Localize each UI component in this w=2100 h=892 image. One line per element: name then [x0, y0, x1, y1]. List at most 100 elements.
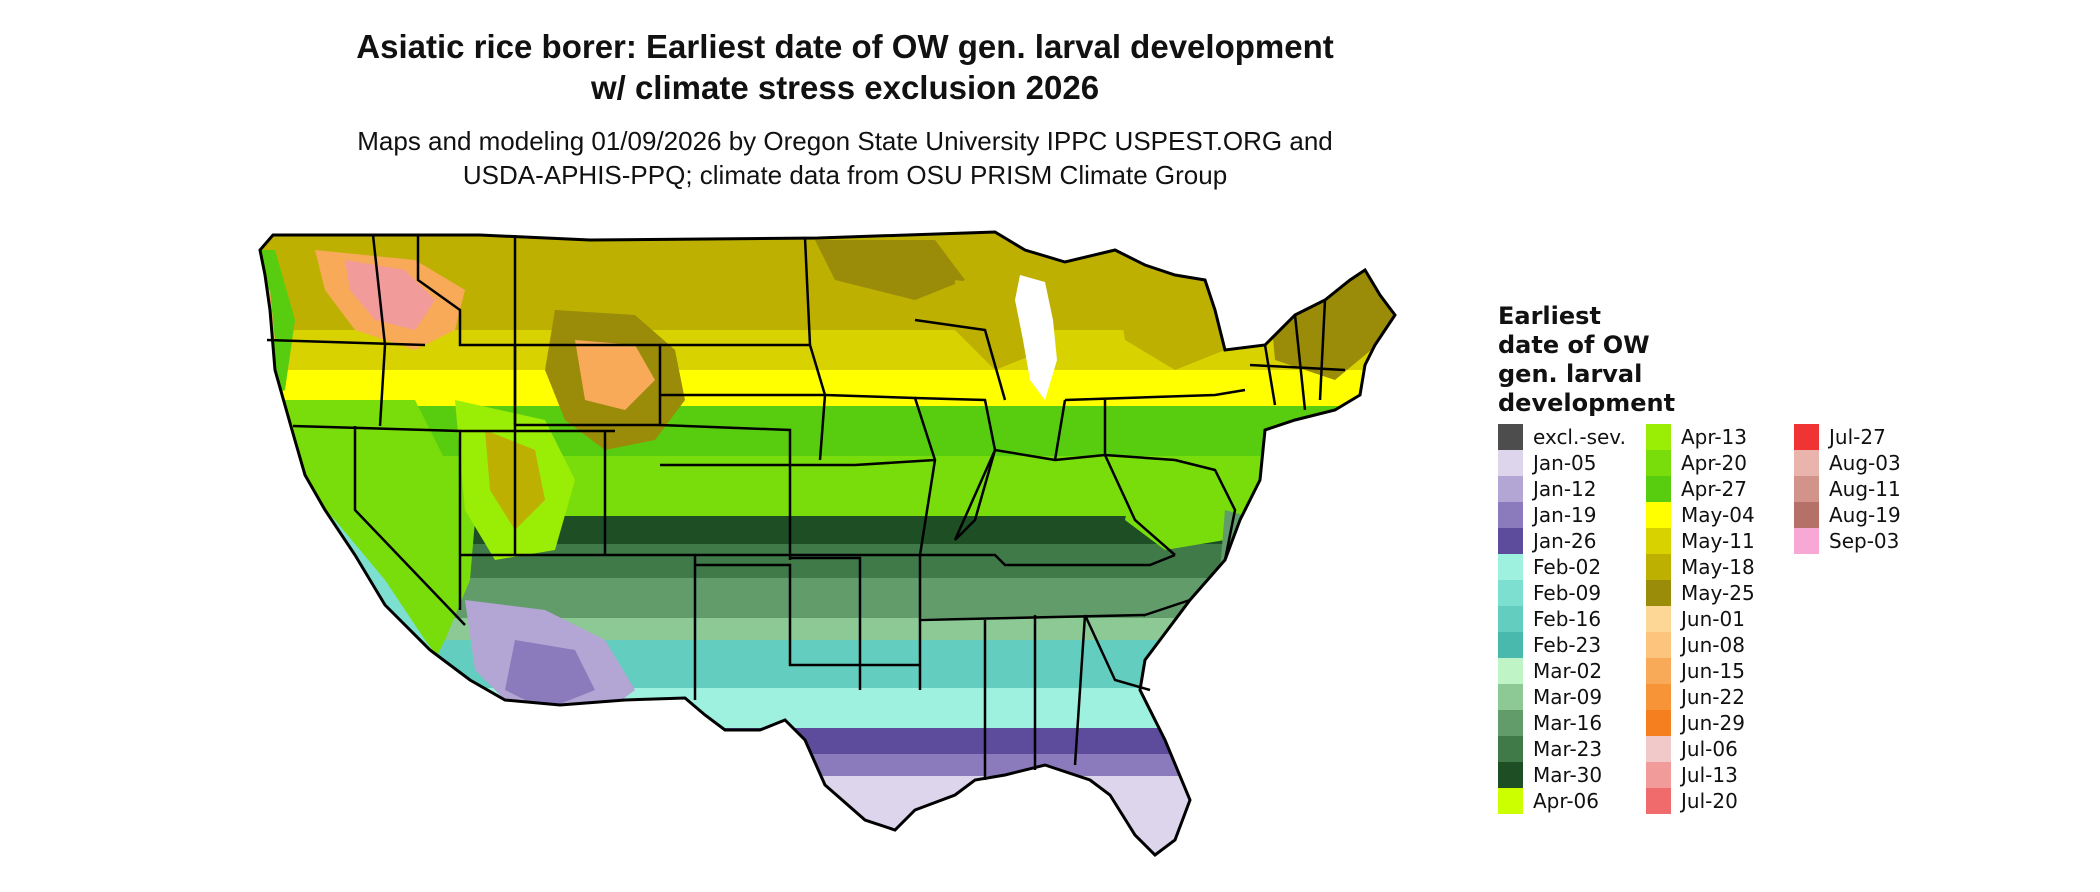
legend-label: May-25 [1681, 581, 1755, 605]
legend-label: Jul-13 [1681, 763, 1738, 787]
legend-label: Jun-29 [1681, 711, 1745, 735]
legend-title-line: Earliest [1498, 302, 1601, 330]
legend-label: Feb-23 [1533, 633, 1602, 657]
legend-swatch [1498, 424, 1523, 450]
legend-label: May-11 [1681, 529, 1755, 553]
us-phenology-map [258, 230, 1397, 857]
legend-swatch [1646, 632, 1671, 658]
legend-item: Mar-02 [1498, 658, 1602, 684]
legend-item: May-18 [1646, 554, 1755, 580]
legend-item: Mar-30 [1498, 762, 1602, 788]
legend-label: excl.-sev. [1533, 425, 1626, 449]
legend-item: May-04 [1646, 502, 1755, 528]
legend-item: Aug-11 [1794, 476, 1901, 502]
legend-item: Jan-12 [1498, 476, 1597, 502]
legend-label: Aug-11 [1829, 477, 1901, 501]
legend-item: Feb-09 [1498, 580, 1601, 606]
legend-item: Sep-03 [1794, 528, 1899, 554]
legend-label: Jun-22 [1681, 685, 1745, 709]
legend-swatch [1646, 450, 1671, 476]
legend-swatch [1646, 476, 1671, 502]
legend-swatch [1794, 424, 1819, 450]
legend-item: May-25 [1646, 580, 1755, 606]
legend-swatch [1498, 684, 1523, 710]
legend-swatch [1646, 736, 1671, 762]
legend-label: Mar-30 [1533, 763, 1603, 787]
legend-swatch [1498, 632, 1523, 658]
legend-item: Jan-05 [1498, 450, 1597, 476]
legend-label: Jul-06 [1681, 737, 1738, 761]
legend-swatch [1498, 762, 1523, 788]
legend-swatch [1498, 788, 1523, 814]
legend-swatch [1794, 528, 1819, 554]
map-title-line2: w/ climate stress exclusion 2026 [590, 69, 1100, 106]
legend-swatch [1646, 554, 1671, 580]
state-boundaries [266, 234, 1346, 780]
legend-title-line: gen. larval [1498, 360, 1643, 388]
legend-item: Jul-20 [1646, 788, 1738, 814]
legend-swatch [1646, 684, 1671, 710]
legend-label: Jun-15 [1681, 659, 1745, 683]
legend-item: Apr-13 [1646, 424, 1747, 450]
legend-label: Mar-16 [1533, 711, 1603, 735]
legend-swatch [1646, 528, 1671, 554]
legend-item: Aug-19 [1794, 502, 1901, 528]
legend-swatch [1794, 502, 1819, 528]
legend-label: Jun-01 [1681, 607, 1745, 631]
legend-item: Mar-16 [1498, 710, 1602, 736]
legend-item: Feb-23 [1498, 632, 1601, 658]
legend-swatch [1794, 476, 1819, 502]
legend-item: Jun-29 [1646, 710, 1745, 736]
legend-item: Jan-26 [1498, 528, 1597, 554]
legend-swatch [1498, 502, 1523, 528]
legend-swatch [1498, 710, 1523, 736]
legend-item: Apr-27 [1646, 476, 1747, 502]
legend-item: Jun-01 [1646, 606, 1745, 632]
legend-label: Jul-27 [1829, 425, 1886, 449]
legend-item: Jul-06 [1646, 736, 1738, 762]
legend-item: Apr-06 [1498, 788, 1599, 814]
legend-label: Jun-08 [1681, 633, 1745, 657]
legend-title-line: development [1498, 389, 1676, 417]
legend-swatch [1498, 736, 1523, 762]
legend-title: Earliest date of OW gen. larval developm… [1498, 302, 1698, 418]
map-title: Asiatic rice borer: Earliest date of OW … [0, 26, 1690, 108]
legend-item: excl.-sev. [1498, 424, 1626, 450]
legend-item: Jul-13 [1646, 762, 1738, 788]
legend-swatch [1646, 580, 1671, 606]
legend-label: Apr-06 [1533, 789, 1599, 813]
legend-swatch [1498, 476, 1523, 502]
legend-swatch [1498, 580, 1523, 606]
legend-label: Aug-19 [1829, 503, 1901, 527]
legend-swatch [1646, 710, 1671, 736]
map-subtitle-line2: USDA-APHIS-PPQ; climate data from OSU PR… [462, 160, 1228, 190]
legend-item: Jun-15 [1646, 658, 1745, 684]
legend-item: Mar-09 [1498, 684, 1602, 710]
country-outline [258, 230, 1397, 857]
legend-label: Jan-12 [1533, 477, 1597, 501]
legend-item: Feb-16 [1498, 606, 1601, 632]
legend-label: Mar-02 [1533, 659, 1603, 683]
legend-label: Aug-03 [1829, 451, 1901, 475]
legend-label: Apr-13 [1681, 425, 1747, 449]
legend-item: Jan-19 [1498, 502, 1597, 528]
legend-swatch [1498, 606, 1523, 632]
legend-item: Jun-08 [1646, 632, 1745, 658]
legend-swatch [1498, 554, 1523, 580]
legend-swatch [1498, 450, 1523, 476]
legend-label: Jan-26 [1533, 529, 1597, 553]
legend-label: Jul-20 [1681, 789, 1738, 813]
legend-item: Feb-02 [1498, 554, 1601, 580]
legend-label: Mar-09 [1533, 685, 1603, 709]
map-subtitle: Maps and modeling 01/09/2026 by Oregon S… [0, 124, 1690, 192]
legend-swatch [1794, 450, 1819, 476]
legend-item: Apr-20 [1646, 450, 1747, 476]
legend-item: Jul-27 [1794, 424, 1886, 450]
legend-swatch [1498, 528, 1523, 554]
legend-label: May-18 [1681, 555, 1755, 579]
legend-swatch [1646, 502, 1671, 528]
legend-label: May-04 [1681, 503, 1755, 527]
legend-title-line: date of OW [1498, 331, 1650, 359]
legend-label: Jan-05 [1533, 451, 1597, 475]
legend-label: Apr-20 [1681, 451, 1747, 475]
